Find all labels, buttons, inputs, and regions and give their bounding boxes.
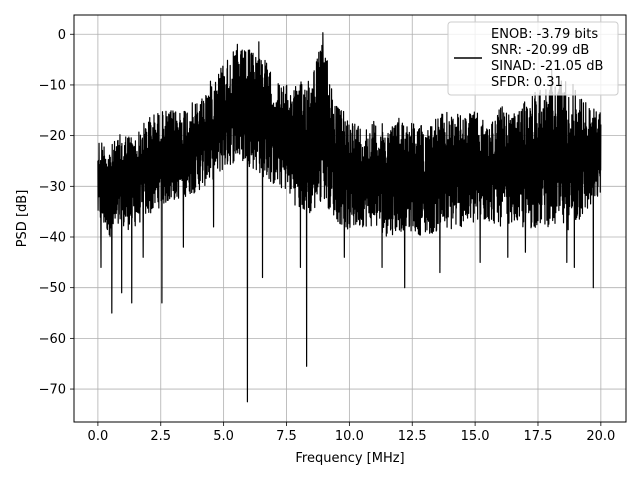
- x-tick-label: 10.0: [335, 429, 364, 444]
- psd-series-line: [97, 32, 602, 403]
- legend-entry-line: SINAD: -21.05 dB: [491, 59, 603, 74]
- y-tick-label: 0: [58, 28, 66, 43]
- x-tick-label: 5.0: [213, 429, 234, 444]
- x-tick-label: 7.5: [276, 429, 297, 444]
- y-tick-label: −60: [39, 332, 66, 347]
- x-tick-label: 20.0: [586, 429, 615, 444]
- x-tick-label: 17.5: [524, 429, 553, 444]
- x-axis-ticks: 0.0 2.5 5.0 7.5 10.0 12.5 15.0 17.5 20.0: [88, 422, 615, 444]
- legend-entry-line: SNR: -20.99 dB: [491, 43, 589, 58]
- x-tick-label: 12.5: [398, 429, 427, 444]
- y-tick-label: −70: [39, 383, 66, 398]
- legend-box: [447, 21, 619, 96]
- y-tick-label: −20: [39, 129, 66, 144]
- legend-entry-line: SFDR: 0.31: [491, 75, 563, 90]
- plot-frame: [73, 14, 627, 423]
- y-tick-label: −40: [39, 231, 66, 246]
- y-tick-label: −10: [39, 78, 66, 93]
- y-axis-ticks: 0 −10 −20 −30 −40 −50 −60 −70: [39, 28, 74, 398]
- x-tick-label: 2.5: [150, 429, 171, 444]
- y-tick-label: −30: [39, 180, 66, 195]
- x-axis-label: Frequency [MHz]: [295, 451, 404, 466]
- legend-entry-line: ENOB: -3.79 bits: [491, 27, 598, 42]
- x-tick-label: 15.0: [461, 429, 490, 444]
- y-tick-label: −50: [39, 281, 66, 296]
- y-axis-label: PSD [dB]: [15, 190, 30, 248]
- x-tick-label: 0.0: [88, 429, 109, 444]
- psd-series-layer: [97, 32, 602, 403]
